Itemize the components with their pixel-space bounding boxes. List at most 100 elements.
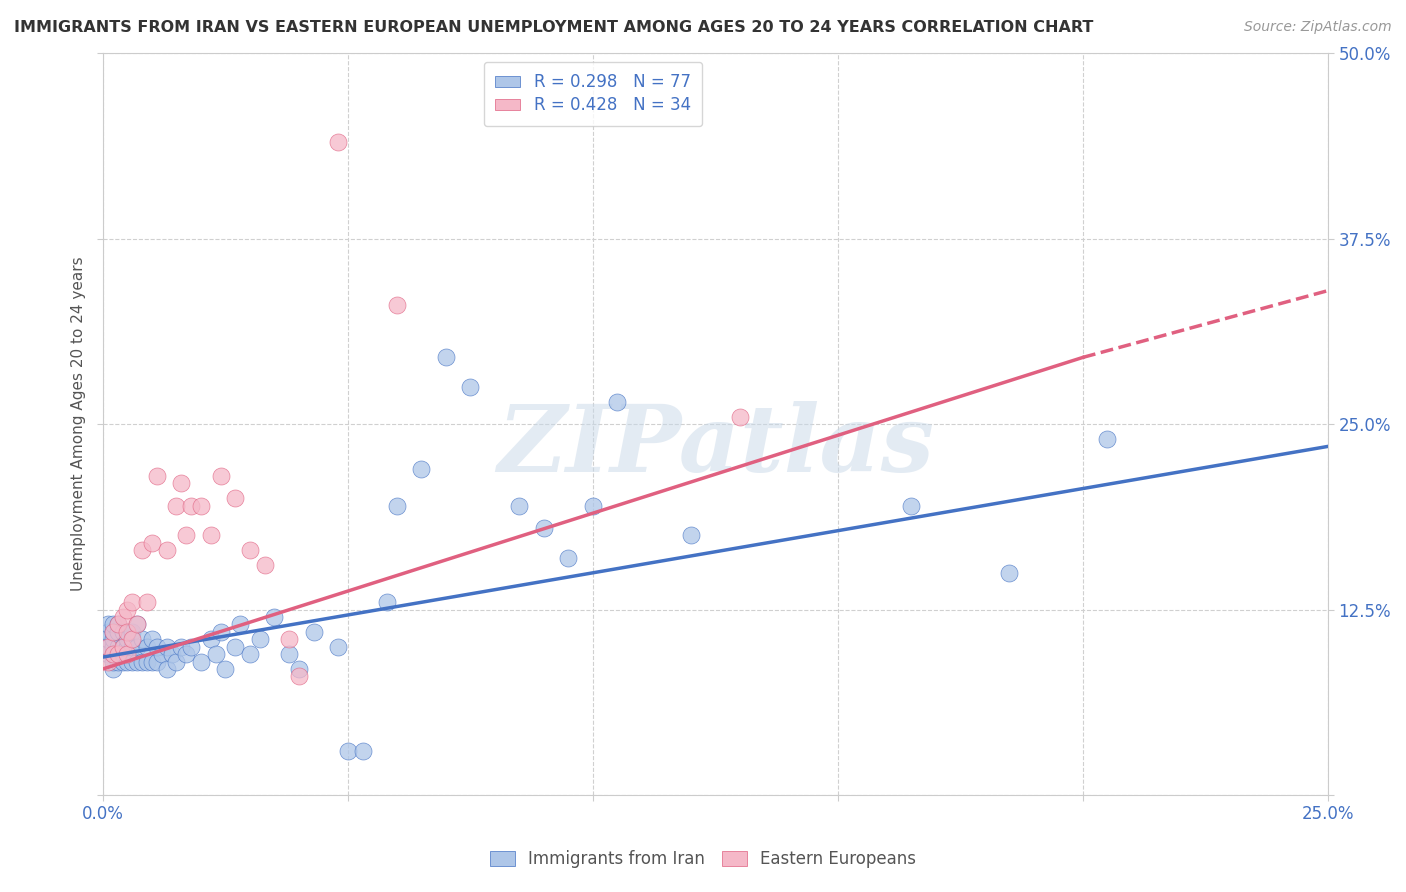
Point bbox=[101, 624, 124, 639]
Point bbox=[557, 550, 579, 565]
Point bbox=[141, 655, 163, 669]
Point bbox=[1097, 432, 1119, 446]
Point bbox=[141, 536, 163, 550]
Point bbox=[117, 647, 139, 661]
Point bbox=[97, 655, 120, 669]
Point bbox=[229, 617, 252, 632]
Y-axis label: Unemployment Among Ages 20 to 24 years: Unemployment Among Ages 20 to 24 years bbox=[72, 257, 86, 591]
Point bbox=[117, 632, 139, 647]
Point bbox=[249, 632, 271, 647]
Point bbox=[97, 640, 120, 654]
Point bbox=[679, 528, 702, 542]
Point bbox=[200, 632, 222, 647]
Point bbox=[170, 640, 193, 654]
Point bbox=[131, 632, 153, 647]
Point bbox=[127, 655, 149, 669]
Point bbox=[352, 743, 374, 757]
Point bbox=[141, 632, 163, 647]
Point bbox=[131, 655, 153, 669]
Point bbox=[101, 617, 124, 632]
Text: IMMIGRANTS FROM IRAN VS EASTERN EUROPEAN UNEMPLOYMENT AMONG AGES 20 TO 24 YEARS : IMMIGRANTS FROM IRAN VS EASTERN EUROPEAN… bbox=[14, 20, 1094, 35]
Point bbox=[385, 298, 408, 312]
Point bbox=[101, 640, 124, 654]
Point bbox=[728, 409, 751, 424]
Point bbox=[127, 640, 149, 654]
Point bbox=[239, 647, 262, 661]
Point bbox=[117, 647, 139, 661]
Point bbox=[582, 499, 605, 513]
Point bbox=[165, 499, 187, 513]
Point bbox=[214, 662, 236, 676]
Point bbox=[900, 499, 922, 513]
Point bbox=[107, 640, 129, 654]
Point bbox=[101, 662, 124, 676]
Point bbox=[533, 521, 555, 535]
Point bbox=[107, 655, 129, 669]
Text: ZIPatlas: ZIPatlas bbox=[496, 401, 934, 491]
Point bbox=[224, 640, 246, 654]
Text: Source: ZipAtlas.com: Source: ZipAtlas.com bbox=[1244, 20, 1392, 34]
Point bbox=[460, 380, 482, 394]
Point bbox=[190, 655, 212, 669]
Point bbox=[97, 617, 120, 632]
Point bbox=[326, 135, 349, 149]
Point bbox=[121, 624, 143, 639]
Point bbox=[117, 655, 139, 669]
Point bbox=[606, 395, 628, 409]
Point bbox=[278, 647, 301, 661]
Point bbox=[155, 662, 177, 676]
Point bbox=[146, 655, 169, 669]
Point bbox=[224, 491, 246, 506]
Point bbox=[239, 543, 262, 558]
Point bbox=[155, 543, 177, 558]
Point bbox=[127, 617, 149, 632]
Point bbox=[136, 640, 159, 654]
Point bbox=[180, 640, 202, 654]
Point bbox=[111, 655, 134, 669]
Point bbox=[107, 617, 129, 632]
Point bbox=[107, 647, 129, 661]
Point bbox=[288, 662, 311, 676]
Point bbox=[111, 647, 134, 661]
Point bbox=[111, 610, 134, 624]
Point bbox=[107, 617, 129, 632]
Point bbox=[336, 743, 359, 757]
Point bbox=[150, 647, 173, 661]
Point bbox=[253, 558, 276, 573]
Point bbox=[200, 528, 222, 542]
Point bbox=[101, 647, 124, 661]
Point bbox=[165, 655, 187, 669]
Point bbox=[204, 647, 226, 661]
Point bbox=[209, 469, 232, 483]
Point bbox=[155, 640, 177, 654]
Point bbox=[385, 499, 408, 513]
Point bbox=[127, 617, 149, 632]
Point bbox=[97, 624, 120, 639]
Point bbox=[117, 624, 139, 639]
Point bbox=[288, 669, 311, 683]
Point bbox=[170, 476, 193, 491]
Point bbox=[375, 595, 398, 609]
Point bbox=[101, 624, 124, 639]
Point bbox=[302, 624, 325, 639]
Point bbox=[278, 632, 301, 647]
Point bbox=[121, 655, 143, 669]
Point bbox=[101, 632, 124, 647]
Point bbox=[101, 655, 124, 669]
Point bbox=[111, 640, 134, 654]
Point bbox=[121, 632, 143, 647]
Point bbox=[263, 610, 285, 624]
Point bbox=[174, 528, 197, 542]
Point bbox=[117, 602, 139, 616]
Legend: R = 0.298   N = 77, R = 0.428   N = 34: R = 0.298 N = 77, R = 0.428 N = 34 bbox=[484, 62, 703, 126]
Point bbox=[160, 647, 183, 661]
Point bbox=[411, 461, 433, 475]
Point bbox=[111, 640, 134, 654]
Legend: Immigrants from Iran, Eastern Europeans: Immigrants from Iran, Eastern Europeans bbox=[484, 844, 922, 875]
Point bbox=[508, 499, 530, 513]
Point bbox=[97, 632, 120, 647]
Point bbox=[101, 647, 124, 661]
Point bbox=[136, 655, 159, 669]
Point bbox=[326, 640, 349, 654]
Point bbox=[117, 640, 139, 654]
